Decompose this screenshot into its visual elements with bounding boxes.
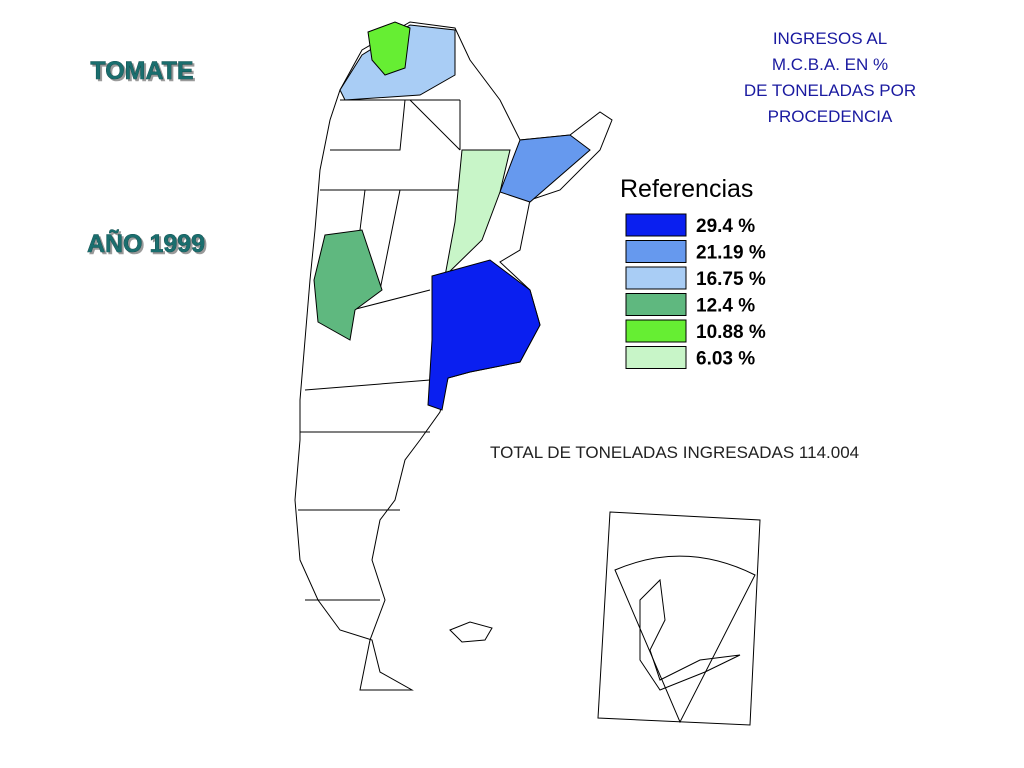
legend-label: 12.4 % [696,296,755,317]
province-corrientes-misiones [499,134,591,203]
legend-swatch [625,266,687,290]
legend: 29.4 % 21.19 % 16.75 % 12.4 % 10.88 % 6.03 % [625,213,766,370]
legend-swatch [625,240,687,263]
title-line: DE TONELADAS POR [744,81,916,100]
province-santa-fe [444,149,511,278]
total-text: TOTAL DE TONELADAS INGRESADAS 114.004 [490,443,859,462]
legend-label: 6.03 % [696,349,755,370]
legend-swatch [625,293,687,316]
legend-label: 29.4 % [696,216,755,237]
antarctica-inset [597,511,761,726]
province-borders [298,99,461,601]
product-title: TOMATE [90,57,193,85]
legend-title: Referencias [620,175,753,203]
title-line: PROCEDENCIA [768,107,893,126]
falklands [449,621,493,643]
legend-label: 10.88 % [696,322,766,343]
legend-swatch [625,346,687,369]
province-jujuy [367,21,411,76]
legend-swatch [625,213,687,237]
province-mendoza [313,229,383,341]
province-buenos-aires [427,259,541,411]
title-line: INGRESOS AL [773,29,887,48]
legend-swatch [625,319,687,343]
antarctica-coast [639,578,741,691]
legend-label: 16.75 % [696,269,766,290]
title-line: M.C.B.A. EN % [772,55,888,74]
antarctica-sector [614,555,756,724]
map [294,21,761,726]
legend-label: 21.19 % [696,243,766,264]
year-title: AÑO 1999 [87,228,205,258]
